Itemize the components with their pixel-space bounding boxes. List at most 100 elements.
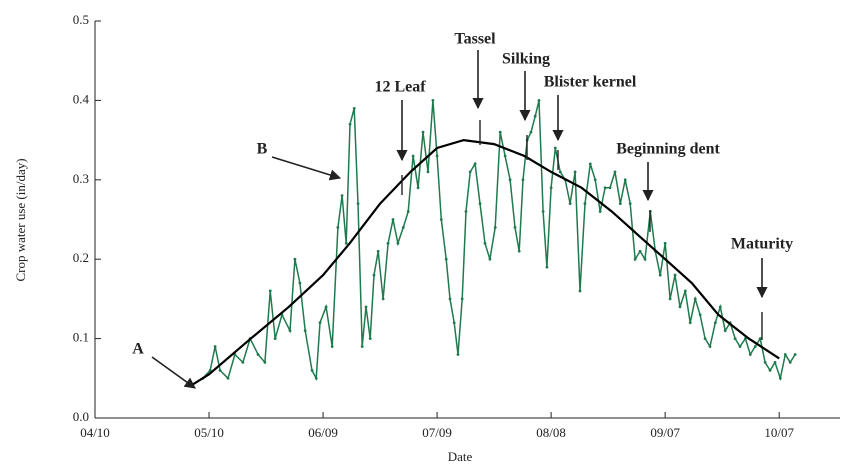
data-point: [268, 289, 272, 293]
data-point: [448, 297, 452, 301]
data-point: [391, 218, 395, 221]
data-point: [263, 361, 267, 364]
x-tick-label: 06/09: [308, 425, 338, 440]
annotation-arrow: [271, 156, 342, 181]
y-tick-label: 0.2: [73, 250, 89, 265]
data-point: [793, 353, 797, 356]
data-point: [628, 202, 632, 206]
data-point: [324, 305, 328, 309]
data-point: [444, 257, 448, 261]
x-axis-label: Date: [448, 449, 473, 464]
data-point: [568, 202, 572, 206]
y-tick-label: 0.4: [73, 91, 90, 106]
data-point: [758, 337, 762, 340]
data-point: [356, 202, 360, 206]
data-point: [478, 202, 482, 206]
y-tick-label: 0.0: [73, 409, 89, 424]
data-point: [529, 130, 533, 134]
data-point: [464, 210, 468, 213]
data-point: [738, 345, 742, 348]
data-point: [368, 337, 372, 340]
data-point: [456, 353, 460, 356]
data-point: [763, 361, 767, 364]
data-point: [753, 345, 757, 348]
annotation: A: [132, 341, 144, 358]
data-point: [386, 241, 390, 245]
data-point: [638, 249, 642, 253]
data-point: [401, 226, 405, 229]
annotation: 12 Leaf: [374, 79, 426, 96]
data-point: [678, 305, 682, 309]
data-point: [406, 210, 410, 213]
data-point: [541, 210, 545, 213]
data-point: [517, 249, 521, 253]
data-point: [208, 368, 212, 372]
data-point: [298, 281, 302, 285]
data-point: [593, 178, 597, 182]
data-point: [218, 368, 222, 372]
data-point: [778, 376, 782, 380]
data-point: [452, 321, 456, 325]
data-point: [598, 210, 602, 213]
y-tick-label: 0.3: [73, 171, 89, 186]
data-point: [578, 289, 582, 293]
data-point: [303, 329, 307, 333]
data-point: [226, 376, 230, 380]
annotation-arrow: [151, 356, 196, 389]
data-point: [608, 186, 612, 190]
data-point: [503, 154, 507, 158]
data-point: [213, 345, 217, 348]
data-point: [583, 202, 587, 206]
x-tick-label: 08/08: [536, 425, 566, 440]
data-point: [488, 257, 492, 261]
data-point: [411, 154, 415, 158]
data-point: [493, 226, 497, 229]
data-point: [473, 162, 477, 166]
data-point: [330, 345, 334, 348]
data-point: [558, 170, 562, 174]
data-point: [273, 337, 277, 340]
data-point: [288, 329, 292, 333]
annotation: Beginning dent: [616, 141, 720, 158]
data-point: [783, 353, 787, 356]
data-point: [773, 361, 777, 364]
data-point: [318, 321, 322, 325]
data-point: [683, 289, 687, 293]
data-point: [460, 297, 464, 301]
data-point: [348, 122, 352, 126]
data-point: [533, 114, 537, 118]
data-point: [439, 218, 443, 221]
x-tick-label: 05/10: [194, 425, 224, 440]
data-point: [513, 226, 517, 229]
data-point: [336, 226, 340, 229]
x-tick-label: 10/07: [764, 425, 794, 440]
y-axis-label: Crop water use (in/day): [13, 158, 28, 281]
data-point: [426, 170, 430, 174]
data-point: [241, 361, 245, 364]
data-point: [340, 194, 344, 198]
data-point: [364, 305, 368, 309]
data-point: [623, 178, 627, 182]
data-point: [613, 170, 617, 174]
data-point: [416, 186, 420, 190]
data-point: [344, 241, 348, 245]
data-point: [663, 241, 667, 245]
data-point: [360, 345, 364, 348]
data-point: [693, 297, 697, 301]
data-point: [633, 257, 637, 261]
data-point: [483, 241, 487, 245]
annotation: Maturity: [731, 236, 793, 253]
data-point: [588, 162, 592, 166]
y-tick-label: 0.5: [73, 12, 89, 27]
data-point: [256, 353, 260, 356]
data-point: [698, 313, 702, 317]
data-point: [553, 146, 557, 150]
data-point: [748, 353, 752, 356]
data-point: [723, 329, 727, 333]
data-point: [468, 170, 472, 174]
data-point: [573, 170, 577, 174]
x-tick-label: 07/09: [422, 425, 452, 440]
data-point: [431, 99, 435, 102]
data-point: [668, 297, 672, 301]
